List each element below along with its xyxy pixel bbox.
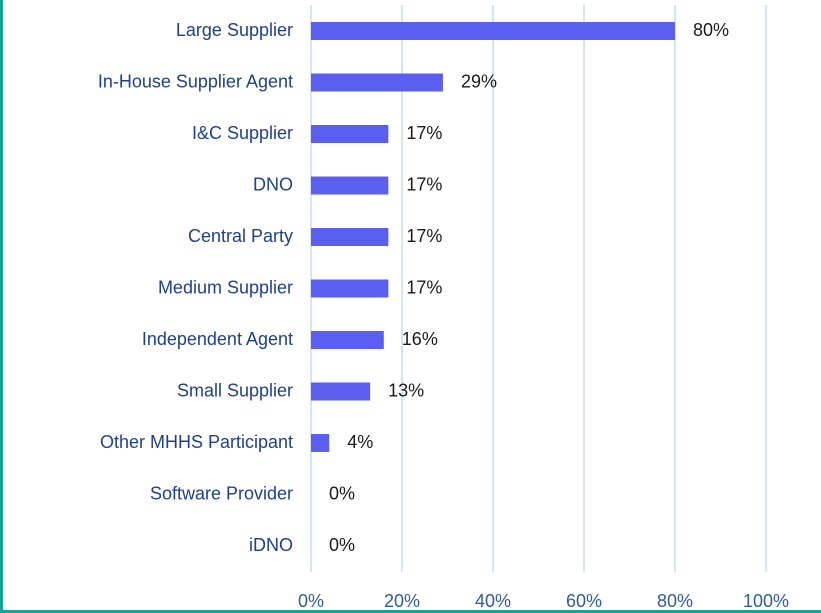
x-tick-label: 20% [384, 591, 420, 611]
category-label: Central Party [188, 226, 293, 246]
bar [311, 22, 675, 40]
category-label: DNO [253, 174, 293, 194]
value-label: 17% [406, 123, 442, 143]
value-label: 4% [347, 432, 373, 452]
bar [311, 434, 330, 452]
category-label: Independent Agent [142, 329, 293, 349]
value-label: 80% [693, 20, 729, 40]
value-label: 0% [329, 535, 355, 555]
bar [311, 228, 389, 246]
category-label: Large Supplier [176, 20, 293, 40]
value-label: 17% [406, 174, 442, 194]
bar [311, 73, 443, 92]
category-label: In-House Supplier Agent [98, 71, 293, 91]
value-label: 17% [406, 226, 442, 246]
value-label: 16% [402, 329, 438, 349]
x-tick-label: 80% [657, 591, 693, 611]
x-tick-label: 40% [475, 591, 511, 611]
bar [311, 176, 389, 195]
value-label: 17% [406, 277, 442, 297]
bar [311, 382, 371, 401]
value-label: 0% [329, 483, 355, 503]
value-label: 13% [388, 380, 424, 400]
x-tick-label: 0% [298, 591, 324, 611]
value-label: 29% [461, 71, 497, 91]
category-label: Medium Supplier [158, 277, 293, 297]
x-tick-label: 100% [743, 591, 789, 611]
category-label: Small Supplier [177, 380, 293, 400]
bar [311, 279, 389, 298]
category-label: Software Provider [150, 483, 293, 503]
category-label: iDNO [249, 535, 293, 555]
bar [311, 331, 384, 349]
category-label: Other MHHS Participant [100, 432, 293, 452]
x-tick-label: 60% [566, 591, 602, 611]
bar [311, 125, 389, 143]
category-label: I&C Supplier [192, 123, 293, 143]
